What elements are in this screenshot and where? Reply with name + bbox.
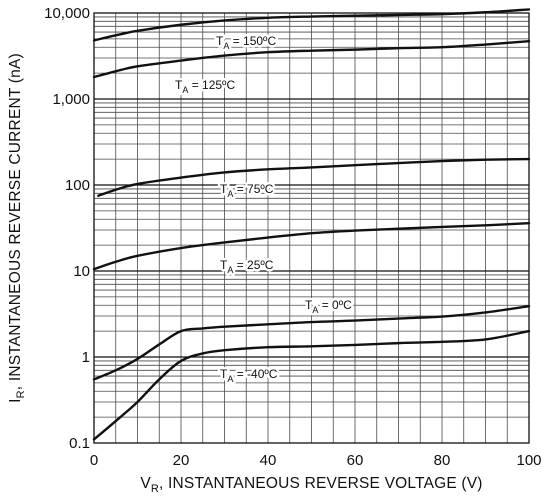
curve-label-subscript: A	[227, 374, 233, 384]
curve-label-subscript: A	[182, 85, 188, 95]
curve-label-suffix: = 75ºC	[233, 182, 273, 196]
x-tick-label: 60	[347, 452, 364, 469]
series-curve-1	[92, 40, 531, 79]
curve-label-suffix: = 150ºC	[229, 34, 276, 48]
curve-label-prefix: T	[220, 182, 228, 196]
y-tick-label: 10	[73, 263, 90, 280]
curve-label-3: TA = 25ºC	[220, 258, 274, 275]
curve-label-prefix: T	[220, 367, 228, 381]
curve-label-suffix: = 0ºC	[318, 298, 352, 312]
series-curve-2	[97, 157, 531, 197]
curve-label-subscript: A	[227, 189, 233, 199]
x-axis-label: VR, INSTANTANEOUS REVERSE VOLTAGE (V)	[140, 475, 482, 495]
curve-label-suffix: = 125ºC	[188, 78, 235, 92]
axes	[93, 12, 530, 444]
tick-labels: 0 20 40 60 80 100 0.1 1 10 100 1,000 10,000	[44, 5, 541, 469]
curve-label-5: TA = -40ºC	[220, 367, 278, 384]
curve-label-1: TA = 125ºC	[175, 78, 235, 95]
y-tick-label: 1	[82, 349, 90, 366]
x-axis-label-main: V	[140, 475, 151, 492]
curve-label-prefix: T	[216, 34, 224, 48]
curve-label-suffix: = 25ºC	[233, 258, 273, 272]
curve-label-prefix: T	[175, 78, 183, 92]
x-tick-label: 0	[90, 452, 98, 469]
y-axis-label-main: I	[7, 398, 24, 403]
curve-label-2: TA = 75ºC	[220, 182, 274, 199]
x-tick-label: 80	[434, 452, 451, 469]
series-curves	[92, 8, 531, 441]
y-axis-label: IR, INSTANTANEOUS REVERSE CURRENT (nA)	[7, 53, 27, 403]
y-axis-label-subscript: R	[15, 390, 27, 398]
curve-label-prefix: T	[220, 258, 228, 272]
series-curve-5	[92, 329, 531, 441]
curve-label-suffix: = -40ºC	[233, 367, 277, 381]
curve-label-0: TA = 150ºC	[216, 34, 276, 51]
x-tick-label: 100	[516, 452, 541, 469]
curve-label-prefix: T	[305, 298, 313, 312]
x-tick-label: 20	[173, 452, 190, 469]
y-axis-label-rest: , INSTANTANEOUS REVERSE CURRENT (nA)	[7, 53, 24, 390]
series-curve-3	[92, 221, 531, 271]
series-curve-0	[92, 8, 531, 42]
curve-label-subscript: A	[223, 41, 229, 51]
x-axis-label-rest: , INSTANTANEOUS REVERSE VOLTAGE (V)	[159, 475, 483, 492]
plot-frame	[93, 12, 530, 444]
grid-lines	[94, 13, 529, 443]
x-axis-label-subscript: R	[151, 483, 159, 495]
y-tick-label: 10,000	[44, 5, 90, 22]
y-tick-label: 100	[65, 177, 90, 194]
y-tick-label: 1,000	[52, 91, 90, 108]
y-tick-label: 0.1	[69, 435, 90, 452]
series-curve-4	[92, 304, 531, 381]
curve-label-4: TA = 0ºC	[305, 298, 352, 315]
curve-label-subscript: A	[312, 305, 318, 315]
x-tick-label: 40	[260, 452, 277, 469]
curve-label-subscript: A	[227, 265, 233, 275]
